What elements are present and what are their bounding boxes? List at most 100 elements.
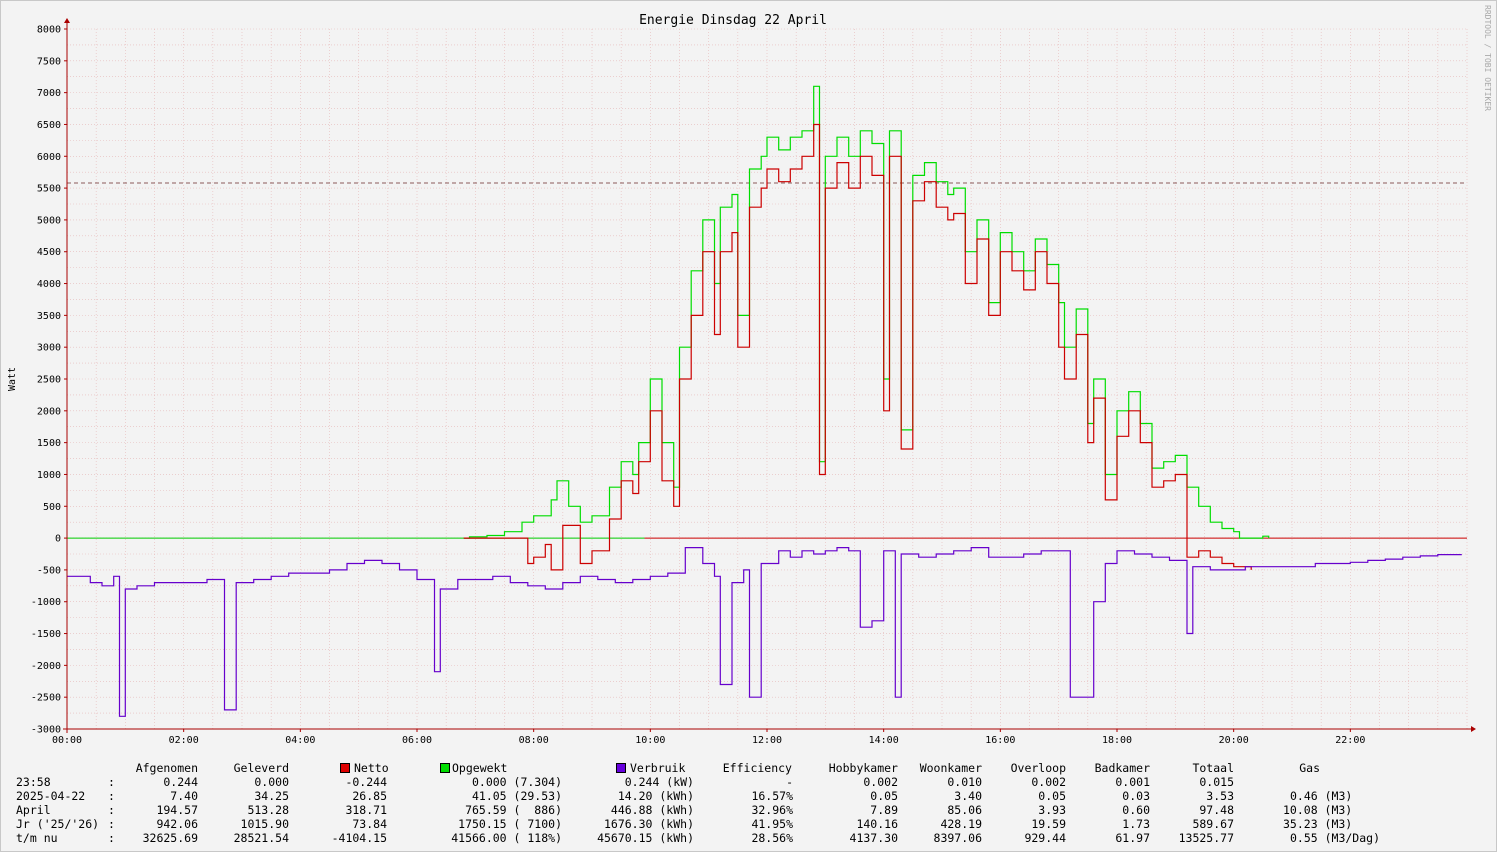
legend-header-totaal: Totaal bbox=[1192, 761, 1234, 775]
legend-cell: 0.002 bbox=[1031, 775, 1066, 789]
legend-header-netto: Netto bbox=[354, 761, 389, 775]
legend-cell: 73.84 bbox=[352, 817, 387, 831]
legend-cell: 0.000 (7.304) bbox=[471, 775, 562, 789]
legend-cell: 8397.06 bbox=[933, 831, 982, 845]
legend-cell: 13525.77 bbox=[1178, 831, 1234, 845]
y-axis-arrow bbox=[64, 18, 70, 23]
x-tick-label: 00:00 bbox=[52, 735, 82, 746]
y-tick-label: 5500 bbox=[37, 184, 61, 195]
legend-cell: 7.40 bbox=[170, 789, 198, 803]
legend-cell: 428.19 bbox=[940, 817, 982, 831]
x-tick-label: 18:00 bbox=[1102, 735, 1132, 746]
legend-cell: 589.67 bbox=[1192, 817, 1234, 831]
legend-cell: 318.71 bbox=[345, 803, 387, 817]
x-tick-labels: 00:00 02:00 04:00 06:00 08:00 10:00 12:00 14:00… bbox=[52, 729, 1365, 746]
energy-chart: Energie Dinsdag 22 April Watt RRDTOOL / … bbox=[7, 5, 1492, 746]
legend-row-label: 2025-04-22 bbox=[16, 789, 86, 803]
legend-cell: -0.244 bbox=[345, 775, 387, 789]
legend-cell: 0.60 bbox=[1122, 803, 1150, 817]
legend-swatch-opgewekt bbox=[440, 763, 450, 773]
legend-cell: 3.53 bbox=[1206, 789, 1234, 803]
y-tick-label: -2500 bbox=[31, 693, 61, 704]
legend-swatch-netto bbox=[340, 763, 350, 773]
legend-cell: - bbox=[786, 775, 793, 789]
legend-cell: 0.244 bbox=[163, 775, 198, 789]
legend-header-afgenomen: Afgenomen bbox=[135, 761, 198, 775]
x-tick-label: 12:00 bbox=[752, 735, 782, 746]
legend-cell: 942.06 bbox=[156, 817, 198, 831]
x-tick-label: 04:00 bbox=[285, 735, 315, 746]
legend-header-verbruik: Verbruik bbox=[630, 761, 686, 775]
y-tick-label: -500 bbox=[37, 565, 61, 576]
legend-cell: 0.010 bbox=[947, 775, 982, 789]
legend-header-opgewekt: Opgewekt bbox=[452, 761, 508, 775]
legend-cell: 3.40 bbox=[954, 789, 982, 803]
legend-cell: 32.96% bbox=[751, 803, 793, 817]
legend-cell: 929.44 bbox=[1024, 831, 1066, 845]
legend-cell: 16.57% bbox=[751, 789, 793, 803]
legend-cell: 1750.15 ( 7100) bbox=[458, 817, 562, 831]
legend-cell: 41.05 (29.53) bbox=[471, 789, 562, 803]
legend-header-woonkamer: Woonkamer bbox=[919, 761, 982, 775]
axes bbox=[63, 18, 1476, 733]
y-tick-label: 2500 bbox=[37, 375, 61, 386]
legend-cell: 3.93 bbox=[1038, 803, 1066, 817]
legend-cell: 513.28 bbox=[247, 803, 289, 817]
series-netto bbox=[463, 123, 1252, 571]
legend-cell: 32625.69 bbox=[142, 831, 198, 845]
y-tick-label: 2000 bbox=[37, 406, 61, 417]
y-tick-label: 8000 bbox=[37, 25, 61, 36]
x-tick-label: 16:00 bbox=[985, 735, 1015, 746]
y-tick-label: 1500 bbox=[37, 438, 61, 449]
legend-cell: : bbox=[108, 817, 115, 831]
legend-header-gas: Gas bbox=[1299, 761, 1320, 775]
x-tick-label: 06:00 bbox=[402, 735, 432, 746]
x-tick-label: 14:00 bbox=[869, 735, 899, 746]
legend-row-label: 23:58 bbox=[16, 775, 51, 789]
x-tick-label: 02:00 bbox=[169, 735, 199, 746]
x-tick-label: 10:00 bbox=[635, 735, 665, 746]
legend-cell: 14.20 (kWh) bbox=[617, 789, 694, 803]
series-group bbox=[67, 85, 1467, 717]
x-tick-label: 08:00 bbox=[519, 735, 549, 746]
legend-cell: 26.85 bbox=[352, 789, 387, 803]
y-tick-label: 3000 bbox=[37, 343, 61, 354]
legend-cell: 0.05 bbox=[1038, 789, 1066, 803]
series-verbruik bbox=[67, 547, 1462, 717]
legend-cell: 0.55 (M3/Dag) bbox=[1290, 831, 1381, 845]
legend-cell: : bbox=[108, 775, 115, 789]
rrdtool-credit: RRDTOOL / TOBI OETIKER bbox=[1483, 5, 1492, 111]
legend-cell: 1676.30 (kWh) bbox=[603, 817, 694, 831]
y-tick-label: 0 bbox=[55, 534, 61, 545]
x-axis-arrow bbox=[1471, 726, 1476, 732]
chart-title: Energie Dinsdag 22 April bbox=[639, 13, 827, 28]
legend-cell: 1.73 bbox=[1122, 817, 1150, 831]
y-tick-label: -2000 bbox=[31, 661, 61, 672]
y-tick-label: 7500 bbox=[37, 56, 61, 67]
legend-cell: 0.002 bbox=[863, 775, 898, 789]
legend-header-overloop: Overloop bbox=[1010, 761, 1066, 775]
y-tick-label: 4500 bbox=[37, 247, 61, 258]
legend-cell: 10.08 (M3) bbox=[1283, 803, 1353, 817]
legend-cell: 0.46 (M3) bbox=[1290, 789, 1353, 803]
legend-cell: 28521.54 bbox=[233, 831, 289, 845]
legend-cell: 140.16 bbox=[856, 817, 898, 831]
legend-cell: 97.48 bbox=[1199, 803, 1234, 817]
legend-cell: 1015.90 bbox=[240, 817, 289, 831]
y-tick-label: -1500 bbox=[31, 629, 61, 640]
y-tick-label: 7000 bbox=[37, 88, 61, 99]
y-tick-label: -3000 bbox=[31, 725, 61, 736]
legend-cell: 41566.00 ( 118%) bbox=[451, 831, 562, 845]
legend-table: Afgenomen Geleverd Netto Opgewekt Verbruik Ef… bbox=[0, 760, 1497, 850]
legend-row-label: April bbox=[16, 803, 51, 817]
x-tick-label: 22:00 bbox=[1335, 735, 1365, 746]
legend-cell: 765.59 ( 886) bbox=[465, 803, 562, 817]
legend-header-badkamer: Badkamer bbox=[1094, 761, 1150, 775]
legend-cell: 19.59 bbox=[1031, 817, 1066, 831]
legend-header-hobbykamer: Hobbykamer bbox=[828, 761, 898, 775]
legend-cell: -4104.15 bbox=[331, 831, 387, 845]
y-axis-label: Watt bbox=[7, 367, 18, 391]
y-tick-label: 6500 bbox=[37, 120, 61, 131]
legend-swatch-verbruik bbox=[616, 763, 626, 773]
